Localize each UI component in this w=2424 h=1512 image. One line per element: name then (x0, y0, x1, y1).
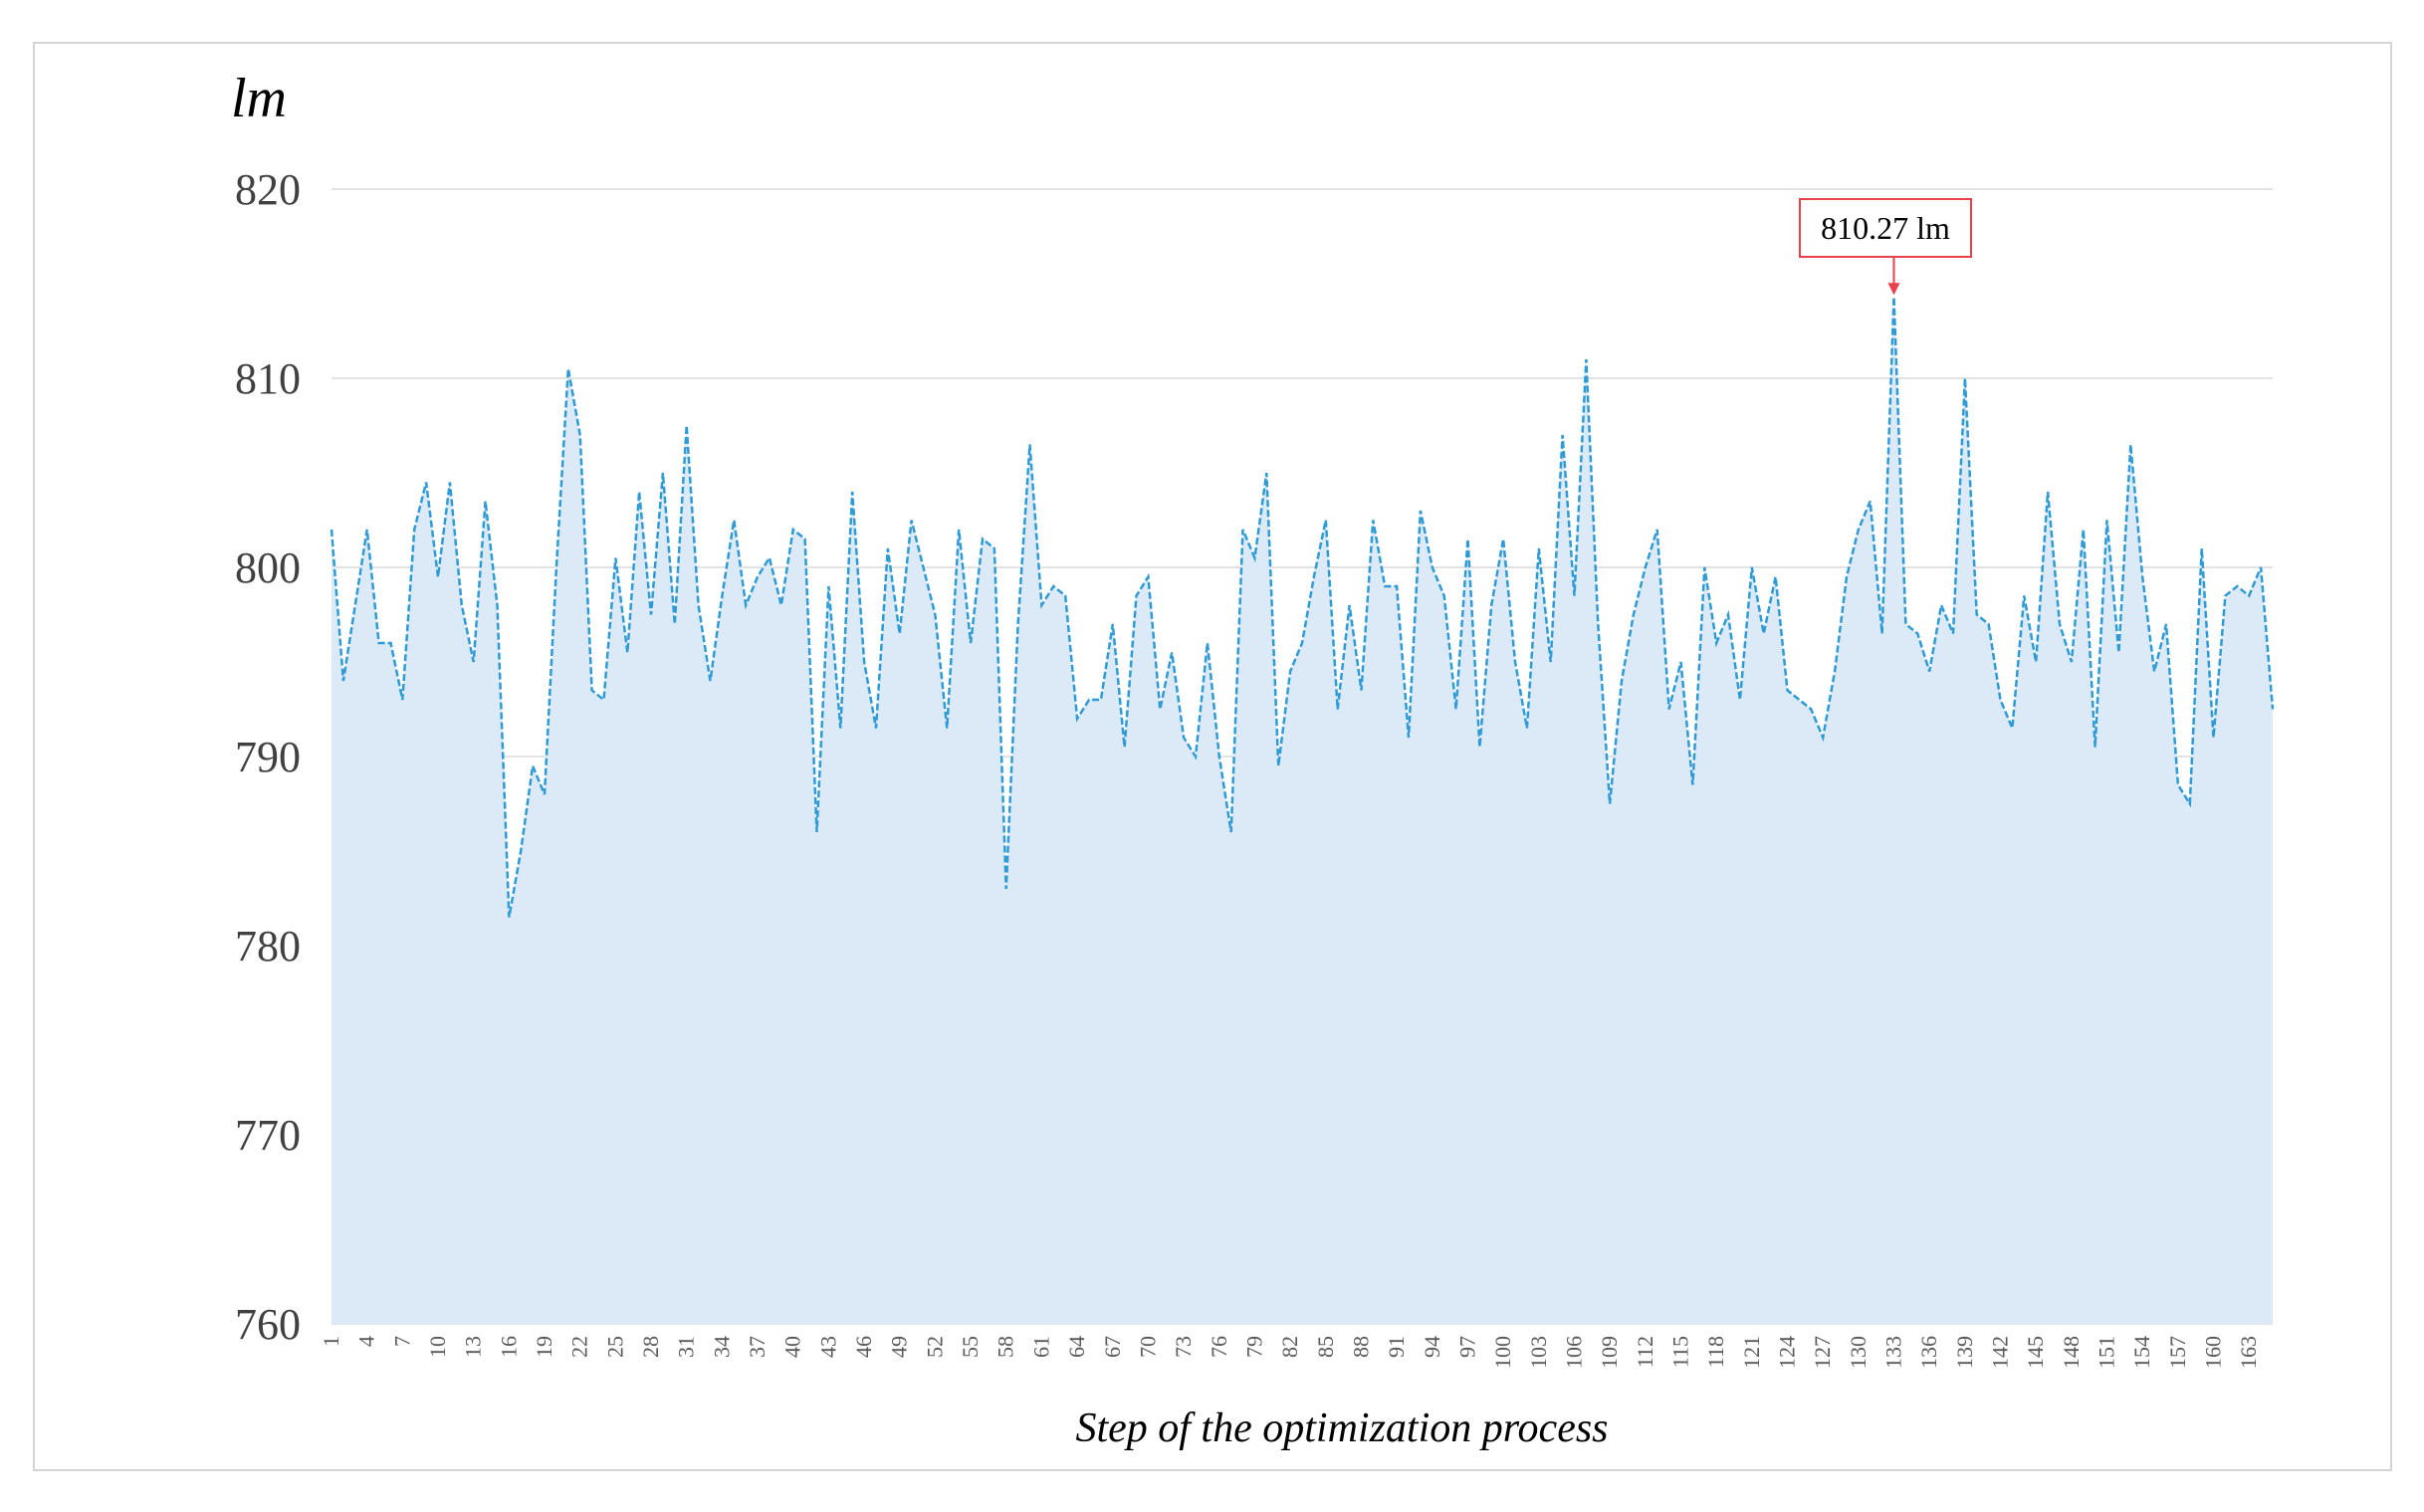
y-axis-title: lm (231, 68, 287, 129)
x-tick-label: 112 (1633, 1336, 1657, 1368)
y-tick-label: 790 (235, 733, 301, 781)
annotation-arrowhead (1887, 283, 1900, 296)
x-tick-label: 157 (2165, 1336, 2190, 1369)
x-tick-label: 40 (780, 1336, 805, 1358)
x-tick-label: 13 (461, 1336, 486, 1358)
x-tick-label: 109 (1597, 1336, 1622, 1369)
x-tick-label: 139 (1952, 1336, 1977, 1369)
x-tick-label: 97 (1454, 1336, 1479, 1358)
x-tick-label: 76 (1207, 1336, 1231, 1358)
x-tick-label: 28 (638, 1336, 663, 1358)
x-tick-label: 103 (1526, 1336, 1551, 1369)
x-tick-label: 70 (1135, 1336, 1160, 1358)
x-tick-label: 100 (1490, 1336, 1515, 1369)
y-tick-label: 770 (235, 1111, 301, 1160)
x-tick-label: 85 (1313, 1336, 1338, 1358)
x-tick-label: 10 (425, 1336, 450, 1358)
x-tick-label: 118 (1703, 1336, 1728, 1368)
x-tick-label: 46 (851, 1336, 876, 1358)
x-tick-label: 19 (532, 1336, 556, 1358)
x-tick-label: 160 (2201, 1336, 2226, 1369)
x-tick-label: 31 (674, 1336, 699, 1358)
x-tick-label: 82 (1277, 1336, 1302, 1358)
x-tick-label: 121 (1739, 1336, 1764, 1369)
x-tick-label: 37 (745, 1336, 770, 1358)
x-axis-ticks: 1 4 7 10 13 16 19 22 25 28 31 34 37 40 43 46 49 52 55 58 61 6… (319, 1336, 2261, 1369)
x-tick-label: 49 (887, 1336, 912, 1358)
x-tick-label: 64 (1064, 1336, 1089, 1358)
area-fill (331, 297, 2273, 1324)
annotation-box (1799, 198, 1972, 258)
x-tick-label: 16 (496, 1336, 521, 1358)
x-tick-label: 106 (1561, 1336, 1586, 1369)
x-tick-label: 136 (1916, 1336, 1941, 1369)
x-tick-label: 67 (1100, 1336, 1125, 1358)
x-tick-label: 124 (1775, 1336, 1800, 1369)
x-tick-label: 55 (958, 1336, 983, 1358)
x-tick-label: 34 (709, 1336, 734, 1358)
max-annotation: 810.27 lm (1799, 198, 1972, 296)
x-tick-label: 148 (2059, 1336, 2084, 1369)
annotation-label: 810.27 lm (1821, 210, 1950, 246)
y-axis-ticks: 760 770 780 790 800 810 820 (235, 165, 301, 1349)
x-tick-label: 151 (2094, 1336, 2119, 1369)
y-tick-label: 820 (235, 165, 301, 214)
x-tick-label: 133 (1881, 1336, 1906, 1369)
x-tick-label: 58 (993, 1336, 1018, 1358)
y-tick-label: 760 (235, 1300, 301, 1349)
series-line (330, 297, 2275, 918)
x-tick-label: 142 (1988, 1336, 2013, 1369)
x-tick-label: 130 (1846, 1336, 1871, 1369)
x-tick-label: 115 (1667, 1336, 1692, 1368)
x-tick-label: 88 (1348, 1336, 1373, 1358)
y-tick-label: 780 (235, 922, 301, 971)
x-tick-label: 43 (815, 1336, 840, 1358)
x-tick-label: 7 (389, 1336, 414, 1347)
x-tick-label: 94 (1420, 1336, 1444, 1358)
y-tick-label: 800 (235, 543, 301, 592)
x-tick-label: 4 (354, 1336, 379, 1347)
x-tick-label: 79 (1241, 1336, 1266, 1358)
x-tick-label: 25 (602, 1336, 627, 1358)
x-tick-label: 52 (922, 1336, 947, 1358)
x-tick-label: 22 (567, 1336, 592, 1358)
x-tick-label: 61 (1028, 1336, 1053, 1358)
y-tick-label: 810 (235, 354, 301, 403)
x-tick-label: 163 (2236, 1336, 2261, 1369)
x-tick-label: 1 (319, 1336, 343, 1347)
x-tick-label: 154 (2129, 1336, 2154, 1369)
x-tick-label: 73 (1171, 1336, 1196, 1358)
x-tick-label: 91 (1384, 1336, 1409, 1358)
x-tick-label: 127 (1810, 1336, 1835, 1369)
x-tick-label: 145 (2023, 1336, 2048, 1369)
x-axis-title: Step of the optimization process (1075, 1405, 1608, 1451)
